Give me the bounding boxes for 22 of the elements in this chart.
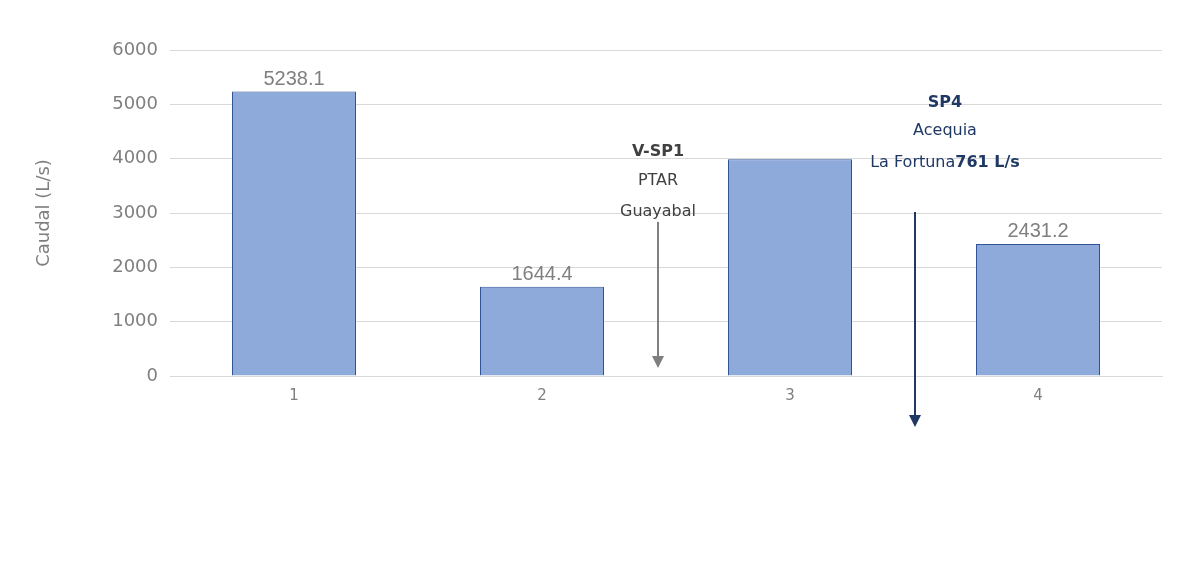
x-tick-label: 4 bbox=[1033, 385, 1043, 404]
y-tick-label: 4000 bbox=[112, 146, 158, 168]
annotation: PTAR bbox=[637, 170, 679, 190]
annotation: La Fortuna bbox=[870, 152, 956, 172]
x-tick-label: 2 bbox=[537, 385, 547, 404]
annotation: 761 L/s bbox=[955, 152, 1020, 172]
y-tick-label: 3000 bbox=[112, 200, 158, 222]
y-tick-label: 2000 bbox=[112, 255, 158, 277]
annotation: Guayabal bbox=[619, 201, 697, 221]
y-axis-title: Caudal (L/s) bbox=[32, 159, 54, 267]
y-tick-label: 5000 bbox=[112, 92, 158, 114]
x-tick-label: 3 bbox=[785, 385, 795, 404]
annotation: SP4 bbox=[927, 92, 963, 112]
annotation: V-SP1 bbox=[631, 141, 685, 161]
annotation: Acequia bbox=[913, 120, 977, 140]
data-label: 2431.2 bbox=[1007, 219, 1069, 242]
y-tick-label: 0 bbox=[146, 363, 158, 385]
data-label: 5238.1 bbox=[263, 66, 325, 89]
x-tick-label: 1 bbox=[289, 385, 299, 404]
data-label: 1644.4 bbox=[511, 262, 573, 285]
y-tick-label: 1000 bbox=[112, 309, 158, 331]
y-tick-label: 6000 bbox=[112, 37, 158, 59]
